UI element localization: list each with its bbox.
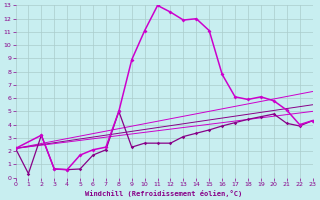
X-axis label: Windchill (Refroidissement éolien,°C): Windchill (Refroidissement éolien,°C) — [85, 190, 243, 197]
